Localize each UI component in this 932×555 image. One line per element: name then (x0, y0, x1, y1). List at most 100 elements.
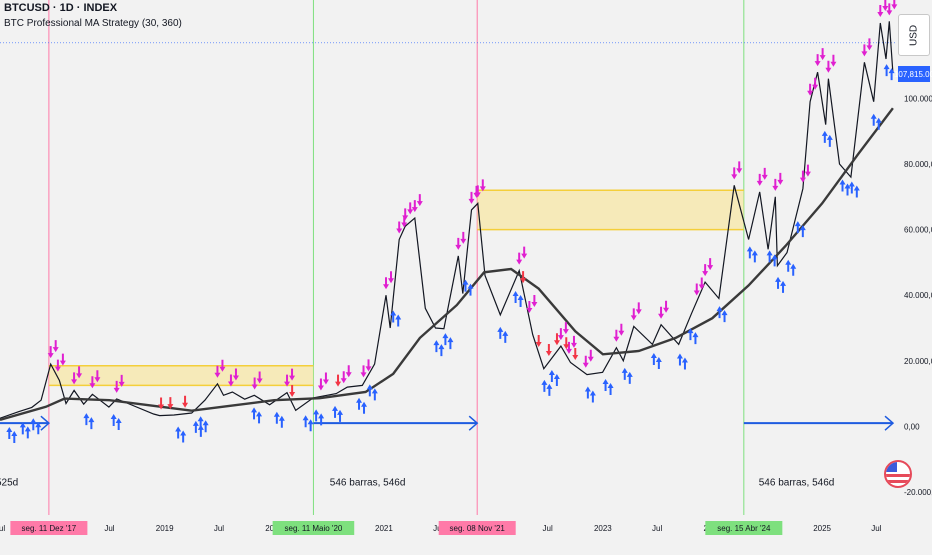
short-signal-arrow (658, 306, 665, 319)
short-signal-arrow-red (563, 337, 570, 350)
short-signal-arrow-red (158, 397, 165, 410)
long-signal-arrow (19, 422, 26, 435)
x-tick-label: Jul (104, 524, 114, 533)
long-signal-arrow (607, 382, 614, 395)
long-signal-arrow (512, 291, 519, 304)
short-signal-arrow-red (572, 347, 579, 360)
short-signal-arrow (557, 328, 564, 341)
long-signal-arrow (785, 259, 792, 272)
x-tick-label: 2021 (375, 524, 393, 533)
short-signal-arrow (635, 302, 642, 315)
short-signal-arrow (52, 340, 59, 353)
x-tick-label: 2025 (813, 524, 831, 533)
long-signal-arrow (497, 326, 504, 339)
us-flag-icon[interactable] (884, 460, 912, 488)
long-signal-arrow (302, 415, 309, 428)
long-signal-arrow (256, 411, 263, 424)
short-signal-arrow (365, 359, 372, 372)
long-signal-arrow (88, 417, 95, 430)
long-signal-arrow (790, 263, 797, 276)
long-signal-arrow (361, 401, 368, 414)
long-signal-arrow (197, 424, 204, 437)
long-signal-arrow (390, 310, 397, 323)
long-signal-arrow (546, 383, 553, 396)
short-signal-arrow-red (535, 335, 542, 348)
projection-arrow-head (468, 415, 479, 431)
long-signal-arrow (442, 333, 449, 346)
short-signal-arrow-red (520, 271, 527, 284)
short-signal-arrow (118, 374, 125, 387)
short-signal-arrow (799, 170, 806, 183)
long-signal-arrow (332, 405, 339, 418)
short-signal-arrow-red (289, 385, 296, 398)
short-signal-arrow (736, 161, 743, 174)
long-signal-arrow (888, 68, 895, 81)
long-signal-arrow (307, 419, 314, 432)
projection-arrow-head (884, 415, 895, 431)
short-signal-arrow (396, 221, 403, 234)
y-tick-label: -20.000,00 (904, 488, 932, 497)
currency-button[interactable]: USD (898, 14, 930, 56)
short-signal-arrow (772, 178, 779, 191)
long-signal-arrow (433, 340, 440, 353)
short-signal-arrow (76, 366, 83, 379)
short-signal-arrow (383, 277, 390, 290)
long-signal-arrow (771, 254, 778, 267)
long-signal-arrow (517, 295, 524, 308)
short-signal-arrow (388, 271, 395, 284)
short-signal-arrow (804, 164, 811, 177)
long-signal-arrow (467, 283, 474, 296)
long-signal-arrow (775, 276, 782, 289)
strategy-label[interactable]: BTC Professional MA Strategy (30, 360) (4, 18, 182, 29)
current-price-tag: 107,815.00 (894, 66, 932, 82)
y-tick-label: 20.000,00 (904, 357, 932, 366)
y-tick-label: 0,00 (904, 422, 920, 431)
long-signal-arrow (766, 250, 773, 263)
short-signal-arrow (570, 335, 577, 348)
long-signal-arrow (875, 117, 882, 130)
long-signal-arrow (883, 64, 890, 77)
short-signal-arrow (877, 4, 884, 17)
long-signal-arrow (337, 409, 344, 422)
long-signal-arrow (799, 225, 806, 238)
long-signal-arrow (794, 221, 801, 234)
long-signal-arrow (676, 353, 683, 366)
short-signal-arrow (516, 252, 523, 265)
short-signal-arrow (54, 359, 61, 372)
x-tick-label: Jul (214, 524, 224, 533)
long-signal-arrow (6, 426, 13, 439)
short-signal-arrow (693, 283, 700, 296)
short-signal-arrow (531, 294, 538, 307)
short-signal-arrow (89, 376, 96, 389)
short-signal-arrow (814, 54, 821, 67)
short-signal-arrow (416, 194, 423, 207)
x-tick-label: Jul (0, 524, 5, 533)
long-signal-arrow (721, 310, 728, 323)
short-signal-arrow (565, 341, 572, 354)
chart-title: BTCUSD · 1D · INDEX (4, 2, 118, 14)
long-signal-arrow (202, 420, 209, 433)
short-signal-arrow (812, 77, 819, 90)
short-signal-arrow (219, 359, 226, 372)
price-series-line (0, 21, 894, 419)
long-signal-arrow (192, 420, 199, 433)
short-signal-arrow (289, 368, 296, 381)
short-signal-arrow (731, 167, 738, 180)
short-signal-arrow (807, 83, 814, 96)
long-signal-arrow (589, 390, 596, 403)
long-signal-arrow (395, 314, 402, 327)
long-signal-arrow (356, 397, 363, 410)
x-tick-label: Jul (652, 524, 662, 533)
short-signal-arrow (411, 200, 418, 213)
long-signal-arrow (110, 414, 117, 427)
long-signal-arrow (502, 330, 509, 343)
short-signal-arrow (227, 374, 234, 387)
long-signal-arrow (826, 134, 833, 147)
x-tick-label: seg. 08 Nov '21 (450, 524, 506, 533)
x-tick-highlight (10, 521, 88, 535)
short-signal-arrow (526, 300, 533, 313)
projection-arrow-head (40, 415, 51, 431)
long-signal-arrow (438, 344, 445, 357)
